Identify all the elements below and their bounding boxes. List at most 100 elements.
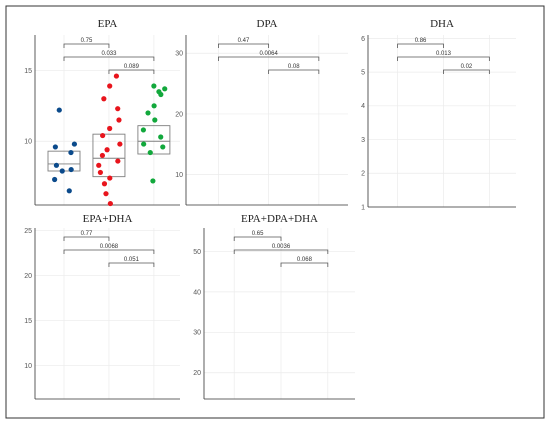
- y-tick-label: 25: [24, 228, 32, 235]
- comparison-p-value: 0.77: [81, 231, 93, 237]
- comparison-bracket: [63, 43, 110, 48]
- panel-4: EPA+DHA 10 15 20 25 0.77 0.0068 0.051: [24, 213, 180, 400]
- comparison-bracket: [63, 249, 155, 254]
- box-3: [137, 125, 171, 155]
- data-point-group-2: [113, 73, 120, 79]
- data-point-group-3: [152, 117, 158, 123]
- panel-title: DHA: [430, 18, 454, 30]
- y-tick-label: 2: [361, 171, 365, 178]
- y-tick-label: 10: [24, 363, 32, 370]
- data-point-group-2: [107, 83, 113, 89]
- comparison-bracket: [63, 236, 110, 241]
- y-tick-label: 50: [193, 249, 201, 256]
- panel-title: EPA+DPA+DHA: [241, 213, 318, 225]
- data-point-group-1: [59, 168, 65, 174]
- comparison-bracket: [218, 56, 320, 61]
- data-point-group-1: [56, 107, 62, 113]
- comparison-p-value: 0.0068: [100, 244, 119, 250]
- data-point-group-2: [107, 125, 113, 132]
- data-point-group-2: [101, 96, 107, 102]
- data-point-group-3: [151, 103, 157, 109]
- data-point-group-3: [150, 178, 156, 184]
- comparison-p-value: 0.068: [297, 257, 313, 263]
- comparison-p-value: 0.051: [124, 257, 140, 263]
- y-tick-label: 40: [193, 289, 201, 296]
- data-point-group-2: [103, 191, 109, 197]
- data-point-group-2: [116, 117, 122, 123]
- data-point-group-3: [140, 127, 146, 133]
- data-point-group-1: [66, 188, 72, 194]
- panel-title: DPA: [257, 18, 278, 30]
- data-point-group-3: [162, 86, 168, 92]
- data-point-group-2: [101, 181, 108, 187]
- y-tick-label: 3: [361, 137, 365, 144]
- data-point-group-2: [104, 147, 110, 153]
- comparison-p-value: 0.47: [238, 38, 250, 44]
- data-point-group-3: [156, 89, 162, 95]
- comparison-bracket: [218, 43, 270, 48]
- panel-5: EPA+DPA+DHA 20 30 40 50 0.65 0.0036 0.068: [193, 213, 355, 400]
- data-point-group-2: [97, 169, 104, 176]
- y-tick-label: 30: [175, 51, 183, 58]
- y-tick-label: 6: [361, 36, 365, 43]
- comparison-bracket: [233, 236, 282, 241]
- comparison-p-value: 0.0036: [272, 244, 291, 250]
- data-point-group-2: [115, 158, 121, 164]
- data-point-group-2: [107, 200, 113, 207]
- comparison-p-value: 0.013: [436, 51, 452, 57]
- y-tick-label: 4: [361, 103, 365, 110]
- panel-title: EPA+DHA: [83, 213, 133, 225]
- y-tick-label: 10: [24, 139, 32, 146]
- data-point-group-2: [96, 162, 102, 168]
- figure-frame: [5, 5, 545, 419]
- y-tick-label: 15: [24, 318, 32, 325]
- data-point-group-2: [100, 132, 106, 139]
- comparison-bracket: [108, 69, 155, 74]
- y-tick-label: 1: [361, 204, 365, 211]
- data-point-group-1: [52, 144, 58, 150]
- comparison-bracket: [108, 262, 155, 267]
- data-point-group-3: [147, 149, 153, 156]
- data-point-group-2: [107, 175, 113, 181]
- comparison-bracket: [268, 69, 320, 74]
- comparison-p-value: 0.08: [288, 64, 300, 70]
- y-tick-label: 5: [361, 69, 365, 76]
- data-point-group-2: [115, 106, 121, 112]
- comparison-bracket: [233, 249, 329, 254]
- comparison-p-value: 0.02: [461, 64, 473, 70]
- data-point-group-1: [68, 149, 74, 156]
- y-tick-label: 20: [24, 273, 32, 280]
- comparison-p-value: 0.033: [101, 51, 117, 57]
- data-point-group-3: [141, 141, 147, 147]
- y-tick-label: 10: [175, 172, 183, 179]
- comparison-bracket: [397, 56, 490, 61]
- panel-2: DPA 10 20 30 0.47 0.0064 0.08: [175, 18, 348, 206]
- panel-3: DHA 1 2 3 4 5 6 0.86 0.013 0.02: [361, 18, 516, 211]
- data-point-group-1: [68, 166, 74, 173]
- data-point-group-1: [52, 176, 58, 183]
- comparison-p-value: 0.65: [252, 231, 264, 237]
- comparison-bracket: [443, 69, 490, 74]
- y-tick-label: 20: [193, 370, 201, 377]
- y-tick-label: 30: [193, 330, 201, 337]
- panel-title: EPA: [98, 18, 118, 30]
- data-point-group-3: [145, 110, 151, 116]
- comparison-p-value: 0.0064: [259, 51, 278, 57]
- data-point-group-3: [151, 83, 157, 89]
- comparison-p-value: 0.75: [81, 38, 93, 44]
- comparison-bracket: [63, 56, 155, 61]
- data-point-group-3: [158, 134, 164, 140]
- y-tick-label: 15: [24, 68, 32, 75]
- comparison-p-value: 0.86: [415, 38, 427, 44]
- data-point-group-1: [53, 162, 60, 168]
- data-point-group-1: [71, 141, 78, 147]
- data-point-group-2: [99, 152, 106, 159]
- comparison-bracket: [280, 262, 329, 267]
- y-tick-label: 20: [175, 111, 183, 118]
- panel-1: EPA 10 15 0.75 0.033 0.089: [24, 18, 180, 207]
- data-point-group-2: [117, 141, 123, 147]
- comparison-p-value: 0.089: [124, 64, 140, 70]
- comparison-bracket: [397, 43, 444, 48]
